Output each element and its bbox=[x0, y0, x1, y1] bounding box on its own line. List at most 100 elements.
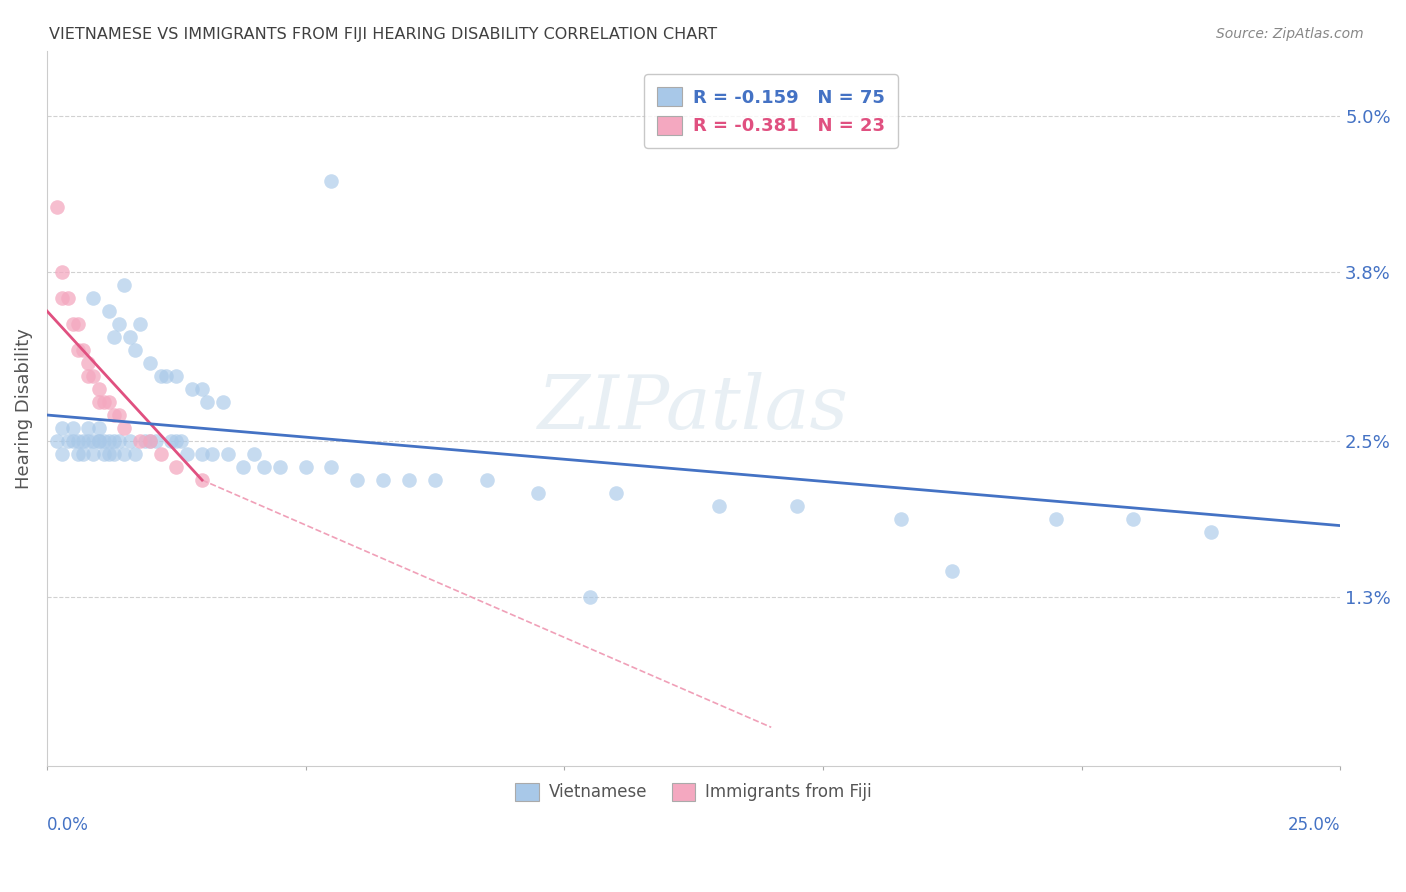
Point bbox=[243, 447, 266, 461]
Point bbox=[709, 499, 731, 513]
Point bbox=[108, 317, 131, 331]
Point bbox=[160, 434, 183, 448]
Point bbox=[51, 421, 73, 435]
Point bbox=[93, 447, 115, 461]
Point bbox=[527, 486, 550, 500]
Point bbox=[87, 434, 110, 448]
Point bbox=[294, 460, 316, 475]
Point bbox=[139, 356, 162, 370]
Point bbox=[51, 447, 73, 461]
Point bbox=[103, 408, 125, 422]
Point bbox=[201, 447, 224, 461]
Point bbox=[398, 473, 420, 487]
Point bbox=[165, 434, 187, 448]
Point bbox=[139, 434, 162, 448]
Point bbox=[51, 291, 73, 305]
Point bbox=[66, 343, 89, 357]
Point bbox=[77, 421, 100, 435]
Point bbox=[66, 447, 89, 461]
Point bbox=[87, 434, 110, 448]
Point bbox=[191, 447, 214, 461]
Point bbox=[56, 291, 79, 305]
Point bbox=[77, 434, 100, 448]
Point bbox=[77, 356, 100, 370]
Point bbox=[786, 499, 808, 513]
Point bbox=[217, 447, 239, 461]
Point bbox=[62, 317, 84, 331]
Point bbox=[269, 460, 291, 475]
Point bbox=[118, 330, 141, 344]
Point bbox=[149, 368, 172, 383]
Point bbox=[145, 434, 167, 448]
Point bbox=[51, 265, 73, 279]
Point bbox=[56, 434, 79, 448]
Point bbox=[191, 473, 214, 487]
Text: 25.0%: 25.0% bbox=[1288, 816, 1340, 834]
Point bbox=[579, 590, 602, 604]
Point bbox=[93, 395, 115, 409]
Point bbox=[941, 564, 963, 578]
Point bbox=[321, 174, 343, 188]
Y-axis label: Hearing Disability: Hearing Disability bbox=[15, 328, 32, 489]
Text: ZIPatlas: ZIPatlas bbox=[538, 372, 849, 445]
Point bbox=[321, 460, 343, 475]
Point bbox=[118, 434, 141, 448]
Point bbox=[46, 434, 69, 448]
Point bbox=[114, 447, 136, 461]
Point bbox=[605, 486, 627, 500]
Point bbox=[149, 447, 172, 461]
Point bbox=[98, 447, 121, 461]
Point bbox=[66, 434, 89, 448]
Point bbox=[1199, 525, 1222, 540]
Legend: Vietnamese, Immigrants from Fiji: Vietnamese, Immigrants from Fiji bbox=[509, 776, 879, 808]
Point bbox=[176, 447, 198, 461]
Point bbox=[889, 512, 911, 526]
Point bbox=[72, 434, 94, 448]
Point bbox=[98, 304, 121, 318]
Point bbox=[180, 382, 202, 396]
Point bbox=[232, 460, 254, 475]
Point bbox=[475, 473, 498, 487]
Point bbox=[77, 368, 100, 383]
Point bbox=[346, 473, 368, 487]
Point bbox=[72, 343, 94, 357]
Point bbox=[155, 368, 177, 383]
Point bbox=[82, 368, 104, 383]
Point bbox=[66, 317, 89, 331]
Point bbox=[82, 447, 104, 461]
Point bbox=[124, 447, 146, 461]
Point bbox=[72, 447, 94, 461]
Point bbox=[129, 317, 152, 331]
Point bbox=[103, 330, 125, 344]
Point bbox=[165, 460, 187, 475]
Point bbox=[211, 395, 233, 409]
Point bbox=[62, 434, 84, 448]
Point bbox=[98, 395, 121, 409]
Point bbox=[191, 382, 214, 396]
Point bbox=[62, 421, 84, 435]
Point bbox=[87, 382, 110, 396]
Point bbox=[103, 447, 125, 461]
Point bbox=[46, 200, 69, 214]
Point bbox=[139, 434, 162, 448]
Point bbox=[129, 434, 152, 448]
Point bbox=[253, 460, 276, 475]
Point bbox=[373, 473, 395, 487]
Point bbox=[1122, 512, 1144, 526]
Text: Source: ZipAtlas.com: Source: ZipAtlas.com bbox=[1216, 27, 1364, 41]
Point bbox=[87, 421, 110, 435]
Point bbox=[114, 277, 136, 292]
Point bbox=[195, 395, 218, 409]
Point bbox=[170, 434, 193, 448]
Text: VIETNAMESE VS IMMIGRANTS FROM FIJI HEARING DISABILITY CORRELATION CHART: VIETNAMESE VS IMMIGRANTS FROM FIJI HEARI… bbox=[49, 27, 717, 42]
Text: 0.0%: 0.0% bbox=[46, 816, 89, 834]
Point bbox=[1045, 512, 1067, 526]
Point bbox=[93, 434, 115, 448]
Point bbox=[98, 434, 121, 448]
Point bbox=[82, 291, 104, 305]
Point bbox=[124, 343, 146, 357]
Point bbox=[87, 395, 110, 409]
Point bbox=[134, 434, 156, 448]
Point bbox=[165, 368, 187, 383]
Point bbox=[108, 434, 131, 448]
